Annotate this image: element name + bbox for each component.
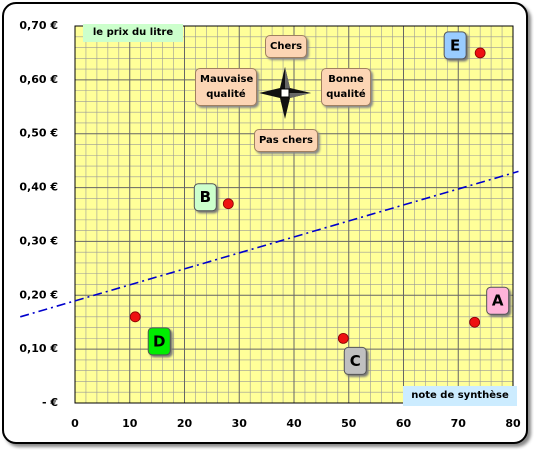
plot-border xyxy=(74,25,514,404)
point-label-box xyxy=(147,327,171,356)
annotation: Mauvaise qualité xyxy=(195,68,257,106)
point-label: C xyxy=(350,352,361,370)
x-tick-label: 30 xyxy=(232,417,248,430)
y-tick-label: 0,50 € xyxy=(19,127,58,140)
point xyxy=(337,332,349,344)
point-label: A xyxy=(492,292,504,310)
y-tick-label: - € xyxy=(42,396,58,409)
x-tick-label: 80 xyxy=(505,417,521,430)
y-tick-label: 0,40 € xyxy=(19,181,58,194)
compass xyxy=(259,67,311,119)
y-axis-label: le prix du litre xyxy=(83,24,183,42)
point-label-box xyxy=(343,346,367,375)
x-tick-label: 20 xyxy=(177,417,193,430)
annotation: Pas chers xyxy=(254,129,318,152)
x-tick-label: 50 xyxy=(341,417,357,430)
point xyxy=(222,198,234,210)
point-label-box xyxy=(443,31,467,60)
y-tick-label: 0,60 € xyxy=(19,73,58,86)
trend-line xyxy=(20,170,519,318)
point xyxy=(129,311,141,323)
y-tick-label: 0,10 € xyxy=(19,342,58,355)
x-tick-label: 70 xyxy=(451,417,467,430)
x-tick-label: 40 xyxy=(286,417,302,430)
y-tick-label: 0,30 € xyxy=(19,234,58,247)
point-label: B xyxy=(200,188,211,206)
x-tick-label: 0 xyxy=(71,417,79,430)
point-label-box xyxy=(193,183,217,212)
point xyxy=(469,316,481,328)
annotation: Bonne qualité xyxy=(321,68,371,106)
y-tick-label: 0,70 € xyxy=(19,19,58,32)
annotation: Chers xyxy=(265,35,308,58)
point-label: D xyxy=(153,332,165,350)
point-label-box xyxy=(486,286,510,315)
point-label: E xyxy=(450,36,460,54)
y-tick-label: 0,20 € xyxy=(19,288,58,301)
x-tick-label: 10 xyxy=(122,417,138,430)
x-axis-label: note de synthèse xyxy=(403,386,517,406)
x-tick-label: 60 xyxy=(396,417,412,430)
point xyxy=(474,47,486,59)
